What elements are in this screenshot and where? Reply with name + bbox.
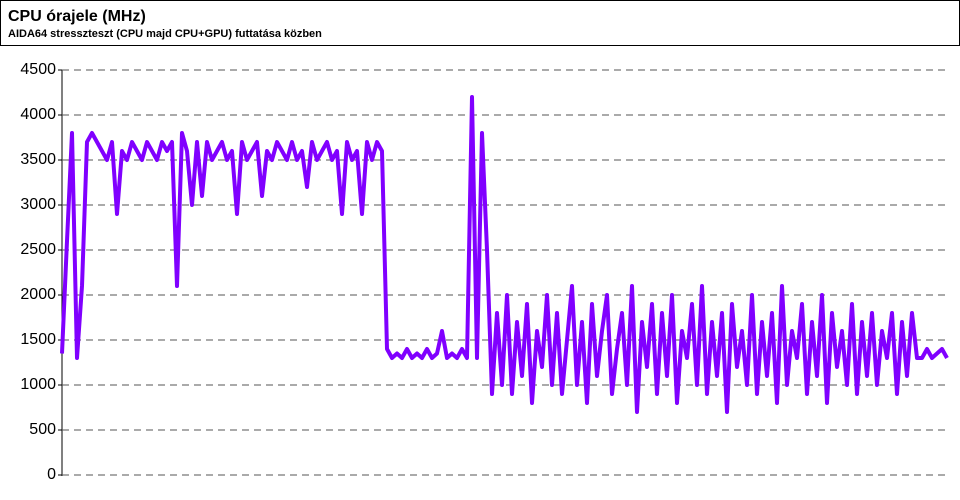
header-box bbox=[0, 0, 960, 46]
y-tick-label: 1500 bbox=[20, 331, 56, 348]
y-tick-label: 1000 bbox=[20, 376, 56, 393]
y-tick-label: 2000 bbox=[20, 286, 56, 303]
y-tick-label: 4000 bbox=[20, 106, 56, 123]
y-tick-label: 2500 bbox=[20, 241, 56, 258]
chart-subtitle: AIDA64 stresszteszt (CPU majd CPU+GPU) f… bbox=[8, 28, 322, 40]
y-tick-label: 500 bbox=[29, 421, 56, 438]
y-tick-label: 0 bbox=[47, 466, 56, 483]
chart-title: CPU órajele (MHz) bbox=[8, 8, 146, 25]
line bbox=[60, 95, 949, 414]
y-tick-label: 4500 bbox=[20, 61, 56, 78]
y-tick-label: 3500 bbox=[20, 151, 56, 168]
y-tick-label: 3000 bbox=[20, 196, 56, 213]
